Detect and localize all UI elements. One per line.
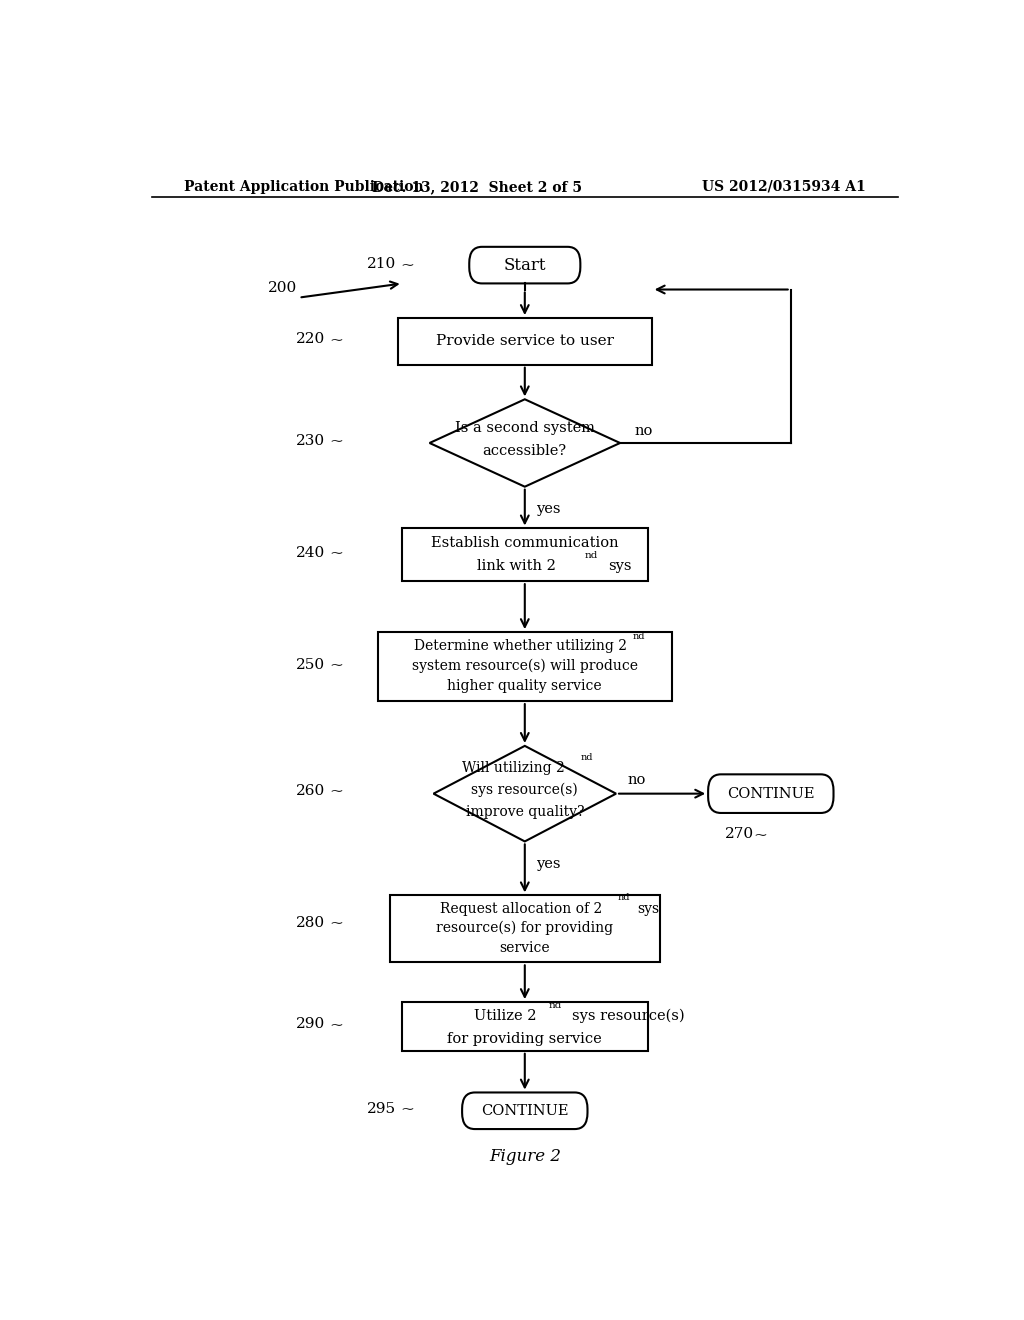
Text: nd: nd [585, 550, 598, 560]
Text: Is a second system: Is a second system [455, 421, 595, 434]
FancyBboxPatch shape [469, 247, 581, 284]
Text: Establish communication: Establish communication [431, 536, 618, 549]
Text: nd: nd [549, 1001, 562, 1010]
Text: 290: 290 [296, 1018, 325, 1031]
Text: resource(s) for providing: resource(s) for providing [436, 920, 613, 935]
Text: yes: yes [536, 857, 560, 871]
Text: Request allocation of 2: Request allocation of 2 [439, 902, 602, 916]
Bar [378, 632, 672, 701]
Text: 260: 260 [296, 784, 325, 797]
Polygon shape [433, 746, 616, 841]
Text: CONTINUE: CONTINUE [481, 1104, 568, 1118]
Text: system resource(s) will produce: system resource(s) will produce [412, 659, 638, 673]
Text: sys resource(s): sys resource(s) [471, 783, 579, 797]
Text: no: no [634, 424, 652, 438]
Text: ~: ~ [754, 826, 767, 842]
Text: Figure 2: Figure 2 [488, 1148, 561, 1166]
Text: higher quality service: higher quality service [447, 678, 602, 693]
Text: Patent Application Publication: Patent Application Publication [183, 180, 423, 194]
Text: service: service [500, 941, 550, 956]
Text: 270: 270 [725, 828, 754, 841]
Bar [401, 1002, 648, 1051]
Text: for providing service: for providing service [447, 1032, 602, 1045]
Text: ~: ~ [329, 433, 343, 449]
Text: 210: 210 [367, 257, 396, 271]
Text: ~: ~ [400, 256, 414, 273]
Text: ~: ~ [329, 1016, 343, 1032]
Text: no: no [628, 774, 646, 788]
Bar [397, 318, 651, 364]
Text: Provide service to user: Provide service to user [436, 334, 613, 348]
Text: ~: ~ [400, 1101, 414, 1117]
FancyBboxPatch shape [709, 775, 834, 813]
Text: ~: ~ [329, 783, 343, 799]
Text: Will utilizing 2: Will utilizing 2 [462, 762, 564, 775]
Text: nd: nd [633, 632, 645, 642]
Text: improve quality?: improve quality? [466, 805, 584, 818]
Polygon shape [430, 399, 620, 487]
Text: 240: 240 [296, 545, 325, 560]
Text: yes: yes [536, 502, 560, 516]
Text: ~: ~ [329, 915, 343, 931]
Bar [401, 528, 648, 581]
Text: sys: sys [608, 558, 632, 573]
Text: Utilize 2: Utilize 2 [474, 1010, 537, 1023]
Text: accessible?: accessible? [482, 444, 567, 458]
Text: ~: ~ [329, 544, 343, 561]
Text: sys resource(s): sys resource(s) [572, 1008, 685, 1023]
Text: 200: 200 [268, 281, 297, 296]
Bar [390, 895, 659, 962]
Text: 230: 230 [296, 434, 325, 447]
Text: link with 2: link with 2 [477, 558, 556, 573]
Text: US 2012/0315934 A1: US 2012/0315934 A1 [702, 180, 866, 194]
Text: 295: 295 [368, 1102, 396, 1115]
Text: nd: nd [581, 754, 593, 762]
Text: CONTINUE: CONTINUE [727, 787, 814, 801]
Text: ~: ~ [329, 331, 343, 347]
Text: ~: ~ [329, 656, 343, 673]
Text: nd: nd [617, 894, 630, 903]
Text: Start: Start [504, 256, 546, 273]
Text: sys: sys [638, 902, 659, 916]
Text: 250: 250 [296, 657, 325, 672]
Text: 220: 220 [296, 333, 325, 346]
Text: 280: 280 [296, 916, 325, 929]
Text: Determine whether utilizing 2: Determine whether utilizing 2 [415, 639, 628, 653]
Text: Dec. 13, 2012  Sheet 2 of 5: Dec. 13, 2012 Sheet 2 of 5 [372, 180, 583, 194]
FancyBboxPatch shape [462, 1093, 588, 1129]
